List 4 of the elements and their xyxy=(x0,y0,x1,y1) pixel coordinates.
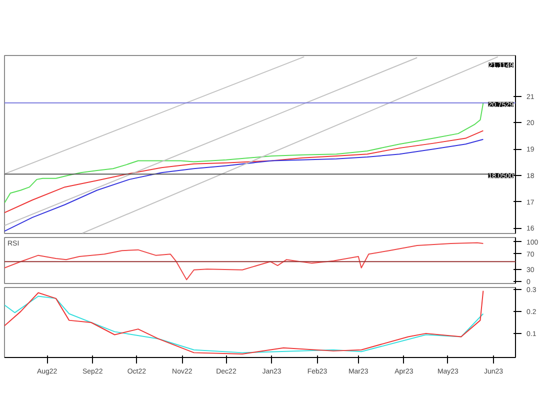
line-series xyxy=(4,130,484,214)
line-series xyxy=(4,102,484,204)
line-series xyxy=(4,242,484,280)
line-series xyxy=(4,138,484,232)
